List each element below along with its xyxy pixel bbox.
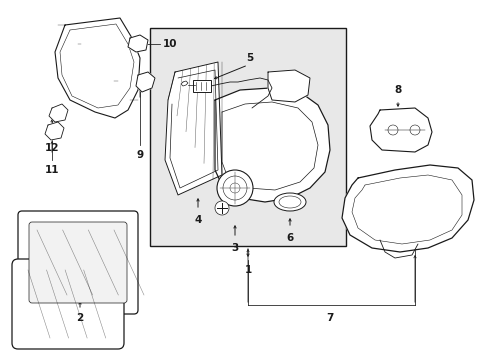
Circle shape [215,201,228,215]
Text: 7: 7 [325,313,333,323]
Polygon shape [136,72,155,92]
Text: 9: 9 [136,150,143,160]
Text: 12: 12 [45,143,59,153]
Bar [193,80,210,92]
Text: 4: 4 [194,215,201,225]
Text: 8: 8 [393,85,401,95]
FancyBboxPatch shape [12,259,124,349]
Text: 3: 3 [231,243,238,253]
Bar [150,28,346,246]
FancyBboxPatch shape [29,222,127,303]
Text: 10: 10 [163,39,177,49]
Polygon shape [215,88,329,202]
Polygon shape [55,18,140,118]
Text: 1: 1 [244,265,251,275]
Text: 2: 2 [76,313,83,323]
Polygon shape [267,70,309,102]
Circle shape [217,170,252,206]
Polygon shape [164,62,222,195]
Polygon shape [45,122,64,140]
Polygon shape [128,35,148,52]
Text: 5: 5 [246,53,253,63]
Text: 6: 6 [286,233,293,243]
FancyBboxPatch shape [18,211,138,314]
Polygon shape [341,165,473,252]
Ellipse shape [273,193,305,211]
Polygon shape [369,108,431,152]
Text: 11: 11 [45,165,59,175]
Polygon shape [49,104,68,122]
Polygon shape [181,81,187,86]
